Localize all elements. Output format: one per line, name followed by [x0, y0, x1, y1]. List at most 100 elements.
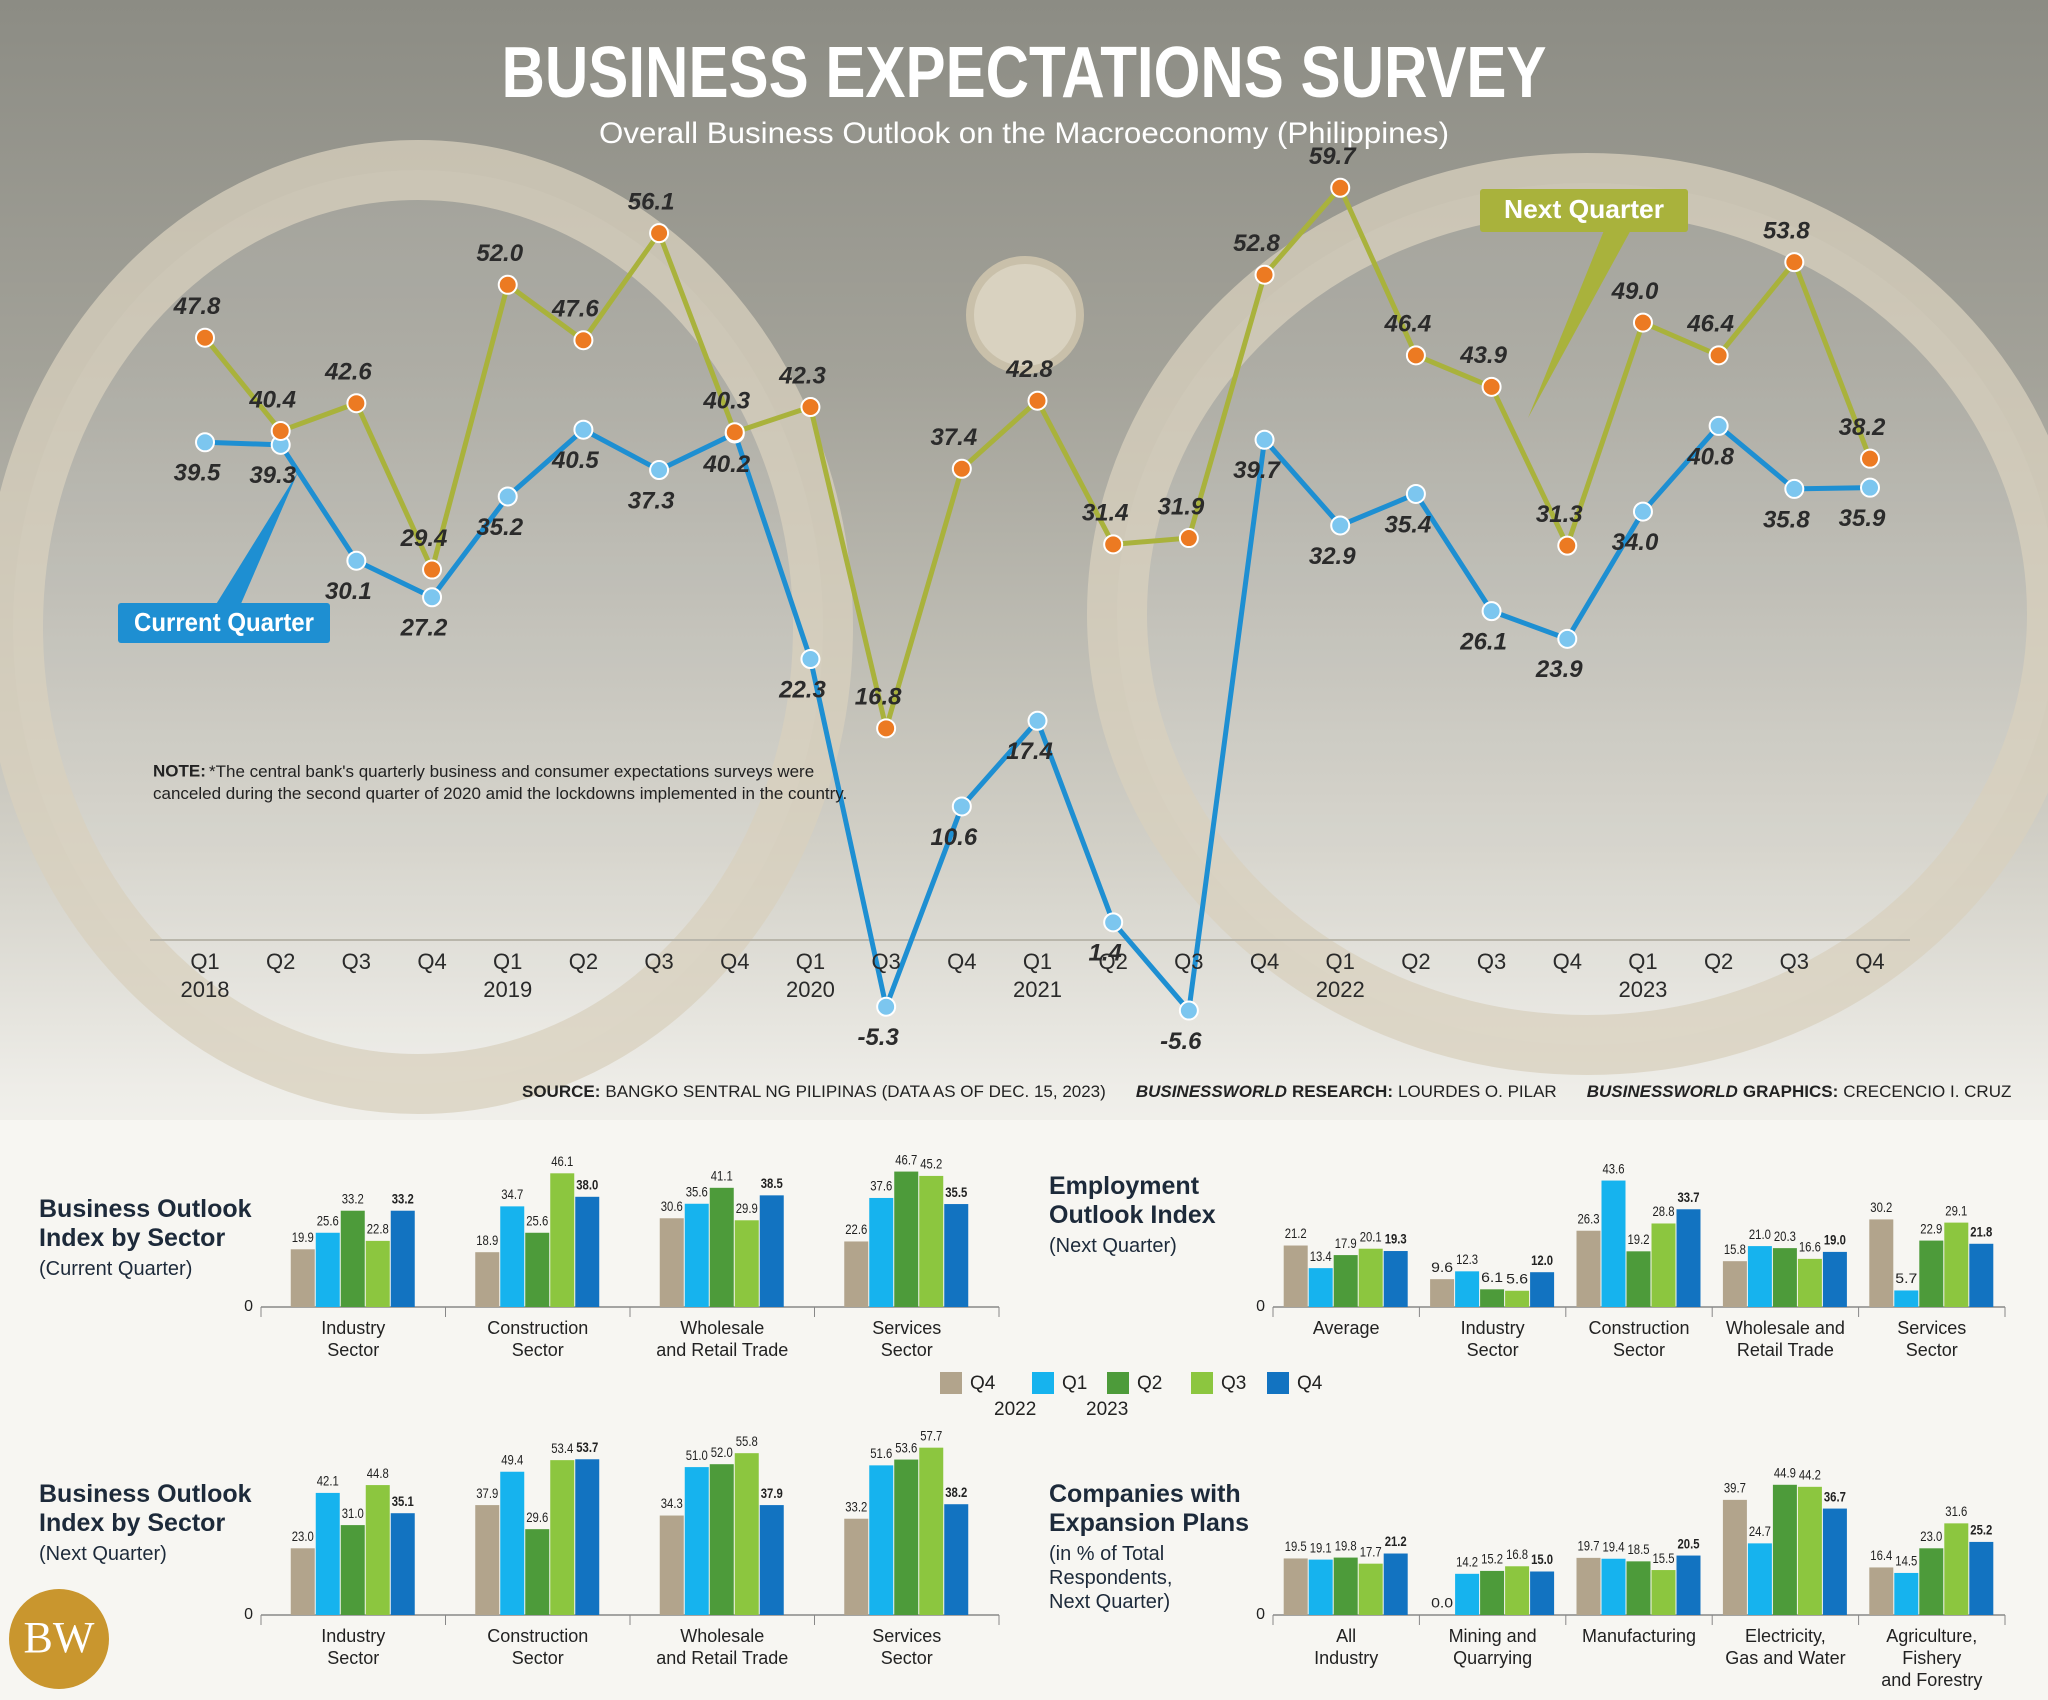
- bar: [1576, 1557, 1601, 1615]
- legend-label: Q2: [1137, 1373, 1162, 1394]
- legend-label: Next Quarter: [1504, 194, 1664, 224]
- x-tick-label: Services Sector: [872, 1626, 942, 1668]
- point: [800, 649, 821, 670]
- chart-title: Companies with Expansion Plans: [1049, 1480, 1250, 1537]
- chart-subtitle: (Next Quarter): [39, 1543, 167, 1565]
- point: [951, 796, 972, 817]
- data-label: 21.2: [1385, 1533, 1407, 1549]
- legend-label: Q4: [1297, 1373, 1323, 1394]
- data-label: 23.0: [1920, 1528, 1942, 1544]
- x-tick-label: Services Sector: [872, 1318, 942, 1360]
- data-label: 53.8: [1763, 217, 1810, 244]
- legend-swatch: [1032, 1372, 1054, 1394]
- legend-swatch: [1191, 1372, 1213, 1394]
- data-label: 15.8: [1724, 1241, 1746, 1257]
- bar: [1772, 1248, 1797, 1307]
- point: [1708, 415, 1729, 436]
- y-tick-label: 0: [244, 1606, 253, 1623]
- chart-subtitle: (in % of Total Respondents, Next Quarter…: [1049, 1543, 1173, 1613]
- data-label: 46.4: [1686, 311, 1734, 338]
- x-tick-label: Q4: [1552, 949, 1582, 974]
- data-label: 59.7: [1309, 143, 1357, 170]
- bar: [475, 1505, 500, 1615]
- data-label: 19.8: [1335, 1537, 1357, 1553]
- bar: [1601, 1558, 1626, 1615]
- bar: [1383, 1251, 1408, 1307]
- data-label: 9.6: [1431, 1259, 1453, 1275]
- data-label: 28.8: [1653, 1203, 1675, 1219]
- legend-label: Q3: [1221, 1373, 1246, 1394]
- point: [346, 550, 367, 571]
- data-label: 47.8: [173, 293, 221, 320]
- bar: [340, 1210, 365, 1307]
- bar: [1869, 1219, 1894, 1307]
- point: [1103, 912, 1124, 933]
- page-title: BUSINESS EXPECTATIONS SURVEY: [502, 33, 1547, 113]
- data-label: 20.3: [1774, 1228, 1796, 1244]
- data-label: 39.3: [249, 462, 296, 489]
- bar: [1919, 1548, 1944, 1615]
- data-label: 44.9: [1774, 1464, 1796, 1480]
- data-label: 41.1: [711, 1168, 733, 1184]
- data-label: 34.3: [661, 1495, 683, 1511]
- data-label: 35.4: [1385, 511, 1432, 538]
- bar: [525, 1529, 550, 1615]
- data-label: -5.6: [1160, 1028, 1202, 1055]
- legend-year: 2023: [1086, 1399, 1128, 1420]
- data-label: 38.0: [576, 1177, 598, 1193]
- bar: [1822, 1508, 1847, 1615]
- bar: [1480, 1289, 1505, 1307]
- data-label: 19.0: [1824, 1232, 1846, 1248]
- bar: [1530, 1272, 1555, 1307]
- point: [649, 223, 670, 244]
- data-label: 53.7: [576, 1439, 598, 1455]
- data-label: 40.8: [1686, 443, 1734, 470]
- bar: [684, 1203, 709, 1307]
- point: [1632, 312, 1653, 333]
- data-label: 51.6: [870, 1445, 892, 1461]
- bar: [869, 1465, 894, 1615]
- data-label: 35.5: [945, 1184, 967, 1200]
- point: [1178, 528, 1199, 549]
- bar: [869, 1197, 894, 1307]
- data-label: 40.5: [551, 447, 599, 474]
- point: [1708, 345, 1729, 366]
- bar: [734, 1220, 759, 1307]
- bar: [684, 1467, 709, 1615]
- data-label: 33.2: [392, 1190, 414, 1206]
- data-label: 45.2: [920, 1156, 942, 1172]
- x-tick-label: Q1 2022: [1315, 949, 1365, 1002]
- y-tick-label: 0: [1256, 1298, 1265, 1315]
- logo: BW: [24, 1613, 95, 1662]
- bar: [844, 1518, 869, 1615]
- data-label: 39.7: [1724, 1480, 1746, 1496]
- data-label: 19.3: [1385, 1231, 1407, 1247]
- x-tick-label: Industry Sector: [321, 1626, 386, 1668]
- data-label: 18.9: [476, 1232, 498, 1248]
- data-label: 14.2: [1456, 1554, 1478, 1570]
- x-tick-label: Q1 2021: [1013, 949, 1062, 1002]
- point: [876, 996, 897, 1017]
- x-tick-label: Q1 2018: [180, 949, 230, 1002]
- data-label: 31.4: [1082, 500, 1129, 527]
- data-label: 43.6: [1603, 1160, 1625, 1176]
- footer: SOURCE: BANGKO SENTRAL NG PILIPINAS (DATA…: [522, 1082, 2011, 1101]
- data-label: 17.9: [1335, 1235, 1357, 1251]
- data-label: 35.9: [1839, 505, 1886, 532]
- point: [573, 419, 594, 440]
- data-label: 37.3: [628, 487, 675, 514]
- bar: [1869, 1567, 1894, 1615]
- point: [1860, 448, 1880, 469]
- bar: [475, 1252, 500, 1307]
- data-label: 38.2: [1839, 414, 1886, 441]
- data-label: 22.3: [778, 676, 826, 703]
- bar: [1772, 1484, 1797, 1615]
- data-label: 17.4: [1006, 738, 1053, 765]
- x-tick-label: Industry Sector: [1460, 1318, 1525, 1360]
- bar: [1944, 1523, 1969, 1615]
- point: [1254, 429, 1275, 450]
- point: [346, 393, 367, 414]
- data-label: 19.9: [292, 1229, 314, 1245]
- data-label: 31.6: [1945, 1503, 1967, 1519]
